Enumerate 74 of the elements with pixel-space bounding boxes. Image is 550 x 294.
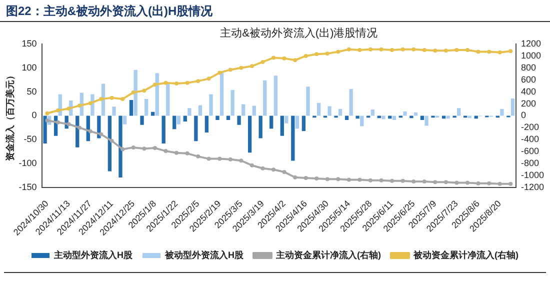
bar	[242, 104, 246, 116]
y2-tick-label: 600	[520, 74, 536, 84]
bar	[328, 106, 332, 116]
chart-title: 图22：主动&被动外资流入(出)H股情况	[0, 0, 550, 22]
y2-tick-label: -400	[520, 134, 539, 144]
y-axis-title: 资金流入（百万美元）	[4, 70, 15, 161]
bar	[230, 90, 234, 116]
bar	[162, 116, 166, 144]
y-tick-label: 0	[32, 110, 37, 120]
bar	[510, 98, 515, 116]
bar	[274, 76, 278, 116]
chart-subtitle: 主动&被动外资流入(出)港股情况	[220, 26, 378, 40]
bar	[258, 116, 262, 138]
bar	[144, 99, 148, 116]
bar	[410, 116, 414, 118]
y2-tick-label: -600	[520, 146, 539, 156]
bar	[424, 116, 428, 126]
y-tick-label: -150	[18, 182, 37, 192]
y-tick-label: 100	[22, 62, 37, 72]
bar	[403, 111, 407, 116]
bar	[198, 105, 202, 116]
bar	[194, 116, 198, 142]
bar	[112, 106, 116, 116]
bar	[306, 86, 310, 116]
bar	[209, 94, 213, 116]
bar	[316, 102, 321, 116]
bar	[349, 88, 353, 116]
legend-label: 被动型外资流入H股	[164, 250, 245, 260]
bar	[457, 108, 461, 116]
y-tick-label: -50	[24, 134, 37, 144]
bar	[216, 116, 220, 120]
y2-tick-label: 0	[520, 110, 526, 120]
bar	[284, 116, 288, 124]
bar	[356, 116, 360, 119]
y2-tick-label: 1000	[520, 50, 542, 60]
bar	[237, 116, 241, 125]
y2-tick-label: -1200	[520, 182, 544, 192]
legend-label: 主动型外资流入H股	[53, 250, 134, 260]
y2-tick-label: -1000	[520, 170, 544, 180]
bar	[414, 112, 418, 116]
y2-tick-label: 400	[520, 86, 536, 96]
bar	[302, 116, 306, 132]
bar	[204, 116, 209, 132]
bar	[360, 116, 364, 126]
bar	[176, 116, 181, 124]
bar	[252, 106, 256, 116]
bar	[188, 108, 192, 116]
y2-tick-label: -200	[520, 122, 539, 132]
y2-tick-label: 1200	[520, 38, 542, 48]
legend-label: 被动资金累计净流入(右轴)	[412, 250, 518, 260]
bar	[291, 116, 295, 161]
bar	[280, 116, 284, 136]
bar	[500, 109, 504, 116]
bar	[270, 116, 274, 129]
bar	[140, 116, 144, 125]
bar	[122, 116, 127, 124]
bar	[370, 110, 374, 116]
bar	[248, 116, 252, 153]
y2-tick-label: 200	[520, 98, 536, 108]
bar	[295, 116, 300, 129]
y-tick-label: -100	[18, 158, 37, 168]
bar	[263, 80, 267, 116]
bar	[101, 84, 106, 116]
y2-tick-label: -800	[520, 158, 539, 168]
bar	[150, 112, 155, 116]
bar	[338, 109, 342, 116]
legend-label: 主动资金累计净流入(右轴)	[275, 250, 382, 260]
bar	[129, 100, 134, 116]
y-tick-label: 150	[22, 38, 37, 48]
bar	[382, 116, 386, 120]
y2-tick-label: 800	[520, 62, 536, 72]
bar	[183, 116, 187, 122]
y-tick-label: 50	[26, 86, 37, 96]
bar	[172, 116, 176, 130]
